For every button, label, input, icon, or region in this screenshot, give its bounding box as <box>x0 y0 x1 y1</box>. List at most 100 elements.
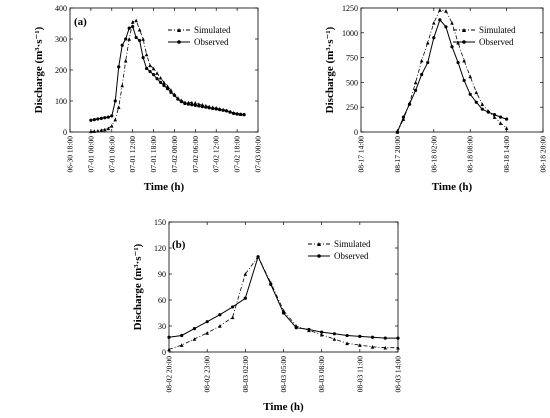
point-observed <box>172 93 177 98</box>
point-observed <box>169 90 173 94</box>
y-tick-label: 1250 <box>342 4 358 13</box>
point-simulated <box>106 126 111 131</box>
point-observed <box>269 282 273 286</box>
point-observed <box>432 36 436 40</box>
point-observed <box>190 103 194 107</box>
x-tick-label: 07-02 12:00 <box>212 136 221 173</box>
point-simulated <box>127 37 131 41</box>
point-simulated <box>155 71 159 75</box>
y-tick-label: 120 <box>154 244 166 253</box>
point-simulated <box>413 80 418 85</box>
x-tick-label: 07-01 12:00 <box>128 136 137 173</box>
series-line-observed <box>168 255 398 339</box>
point-observed <box>345 333 349 338</box>
point-observed <box>358 334 362 338</box>
point-observed <box>242 113 246 117</box>
y-tick-label: 200 <box>55 66 67 75</box>
x-axis-title: Time (h) <box>144 181 185 193</box>
point-simulated <box>243 272 248 276</box>
legend-label: Simulated <box>194 25 231 35</box>
plot-frame <box>360 7 544 133</box>
point-observed <box>320 330 324 334</box>
y-axis-title: Discharge (m³·s⁻¹) <box>33 26 45 113</box>
x-tick-label: 08-03 05:00 <box>279 356 288 393</box>
point-observed <box>332 332 336 336</box>
point-observed <box>468 92 472 96</box>
point-simulated <box>474 90 479 95</box>
point-observed <box>231 305 235 309</box>
y-tick-label: 500 <box>346 78 358 87</box>
point-simulated <box>419 58 424 63</box>
point-observed <box>401 115 406 119</box>
panel-label: (b) <box>172 239 186 251</box>
point-simulated <box>148 63 152 68</box>
x-tick-label: 08-03 08:00 <box>317 356 326 393</box>
x-tick-label: 07-01 18:00 <box>149 136 158 173</box>
y-tick-label: 750 <box>346 54 358 63</box>
point-simulated <box>480 102 485 107</box>
point-observed <box>492 113 497 117</box>
point-simulated <box>116 105 121 109</box>
point-observed <box>158 80 163 84</box>
y-tick-label: 0 <box>63 128 67 137</box>
point-observed <box>207 106 211 110</box>
legend-marker <box>177 28 181 32</box>
point-observed <box>134 35 138 40</box>
point-observed <box>294 326 298 330</box>
point-simulated <box>192 337 197 341</box>
legend-marker <box>462 40 466 44</box>
point-observed <box>370 335 375 339</box>
point-observed <box>131 25 135 29</box>
point-simulated <box>498 121 503 125</box>
x-tick-label: 08-18 08:00 <box>466 136 475 173</box>
point-simulated <box>99 128 104 132</box>
point-observed <box>204 105 208 109</box>
point-observed <box>211 106 215 111</box>
point-observed <box>486 110 490 114</box>
point-observed <box>238 112 243 116</box>
point-observed <box>110 114 114 118</box>
series-line-simulated <box>90 19 245 132</box>
legend-label: Observed <box>334 251 369 261</box>
point-observed <box>92 118 96 122</box>
point-simulated <box>319 332 324 337</box>
point-simulated <box>332 337 337 341</box>
legend-label: Simulated <box>334 239 371 249</box>
point-simulated <box>370 345 375 349</box>
x-tick-label: 08-03 02:00 <box>241 356 250 393</box>
point-observed <box>200 104 204 109</box>
point-simulated <box>345 341 349 346</box>
point-simulated <box>130 20 135 24</box>
legend-label: Observed <box>194 37 229 47</box>
point-simulated <box>144 52 149 57</box>
series-line-simulated <box>168 255 398 350</box>
point-observed <box>165 87 170 91</box>
x-tick-label: 08-18 20:00 <box>539 136 548 173</box>
point-observed <box>193 103 197 107</box>
x-tick-label: 08-03 14:00 <box>394 356 403 393</box>
point-observed <box>96 117 100 121</box>
legend-marker <box>317 254 321 258</box>
point-simulated <box>450 21 454 25</box>
point-simulated <box>358 343 362 347</box>
y-tick-label: 0 <box>354 128 358 137</box>
point-observed <box>438 18 442 22</box>
y-axis-title: Discharge (m³·s⁻¹) <box>132 243 144 330</box>
point-simulated <box>462 58 466 63</box>
point-observed <box>420 72 424 77</box>
point-observed <box>281 311 286 315</box>
point-simulated <box>103 127 107 132</box>
point-simulated <box>456 40 460 45</box>
point-simulated <box>193 101 198 105</box>
point-simulated <box>123 58 128 63</box>
legend-marker <box>317 242 321 246</box>
point-observed <box>205 320 209 324</box>
point-observed <box>106 115 110 119</box>
point-simulated <box>179 343 184 347</box>
point-observed <box>138 38 142 43</box>
point-observed <box>197 104 201 108</box>
point-observed <box>307 327 311 332</box>
point-simulated <box>113 117 118 122</box>
point-observed <box>186 102 190 106</box>
point-observed <box>176 97 180 101</box>
